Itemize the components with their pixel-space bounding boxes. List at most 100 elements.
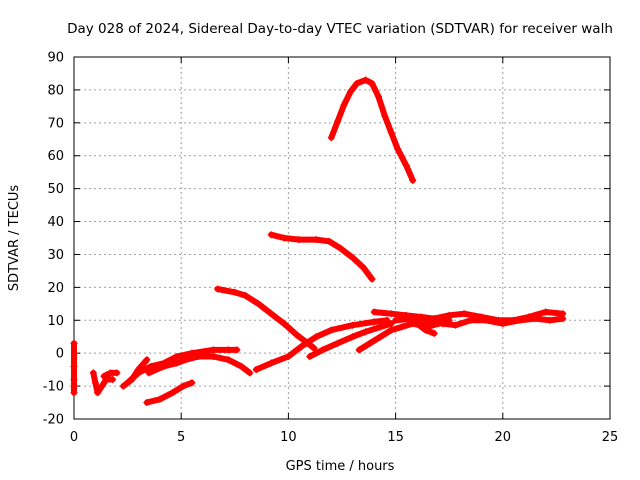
- data-point: [188, 379, 196, 387]
- data-point: [349, 254, 357, 262]
- data-point: [145, 369, 153, 377]
- data-point: [113, 369, 121, 377]
- data-point: [377, 333, 385, 341]
- y-tick-label: 30: [47, 248, 64, 263]
- data-point: [377, 323, 385, 331]
- data-point: [209, 352, 217, 360]
- data-point: [252, 366, 260, 374]
- data-point: [143, 399, 151, 407]
- data-point: [160, 362, 168, 370]
- data-point: [106, 369, 114, 377]
- data-point: [297, 343, 305, 351]
- data-point: [267, 310, 275, 318]
- data-point: [70, 382, 78, 390]
- y-tick-label: 40: [47, 215, 64, 230]
- data-point: [224, 356, 232, 364]
- data-point: [246, 369, 254, 377]
- data-point: [224, 346, 232, 354]
- chart-title: Day 028 of 2024, Sidereal Day-to-day VTE…: [67, 21, 613, 37]
- y-tick-label: 50: [47, 182, 64, 197]
- data-point: [280, 320, 288, 328]
- y-axis-label: SDTVAR / TECUs: [7, 185, 22, 292]
- data-point: [370, 318, 378, 326]
- data-point: [362, 328, 370, 336]
- data-point: [516, 316, 524, 324]
- data-point: [109, 376, 117, 384]
- y-tick-label: 60: [47, 149, 64, 164]
- series-arc-g: [143, 379, 196, 407]
- y-tick-label: -20: [43, 413, 64, 428]
- data-point: [267, 231, 275, 239]
- data-point: [173, 359, 181, 367]
- x-tick-label: 10: [280, 430, 297, 445]
- data-point: [409, 315, 417, 323]
- x-tick-label: 20: [495, 430, 512, 445]
- data-point: [387, 310, 395, 318]
- x-tick-label: 0: [70, 430, 78, 445]
- series-arc-e: [124, 346, 241, 387]
- x-tick-label: 15: [387, 430, 404, 445]
- data-point: [368, 275, 376, 283]
- data-point: [231, 288, 239, 296]
- data-point: [134, 369, 142, 377]
- data-point: [312, 333, 320, 341]
- data-point: [70, 376, 78, 384]
- data-point: [319, 346, 327, 354]
- data-point: [359, 264, 367, 272]
- data-point: [387, 326, 395, 334]
- data-point: [124, 379, 132, 387]
- data-point: [70, 362, 78, 370]
- data-point: [355, 346, 363, 354]
- data-point: [280, 234, 288, 242]
- series-arc-k: [306, 320, 395, 360]
- data-point: [452, 321, 460, 329]
- plot-border: [73, 56, 611, 420]
- data-point: [267, 359, 275, 367]
- data-point: [94, 389, 102, 397]
- y-tick-label: 10: [47, 314, 64, 329]
- data-point: [439, 320, 447, 328]
- data-point: [209, 346, 217, 354]
- data-point: [387, 320, 395, 328]
- axis-ticks: 0 5 10 15 20 25 -20 -10 0 10 20 30 40 50 60 70 80 90: [43, 51, 619, 446]
- data-point: [370, 308, 378, 316]
- data-point: [327, 134, 335, 142]
- data-point: [413, 320, 421, 328]
- series-arc-f: [145, 352, 254, 377]
- data-point: [242, 292, 250, 300]
- data-point: [430, 329, 438, 337]
- data-point: [295, 236, 303, 244]
- data-point: [381, 112, 389, 120]
- series-arc-a: [70, 339, 78, 397]
- data-point: [233, 346, 241, 354]
- data-point: [237, 362, 245, 370]
- data-point: [559, 315, 567, 323]
- data-point: [374, 92, 382, 100]
- data-point: [334, 117, 342, 125]
- data-point: [542, 308, 550, 316]
- series-arc-c: [100, 369, 121, 380]
- y-tick-label: -10: [43, 380, 64, 395]
- data-point: [89, 369, 97, 377]
- data-point: [293, 331, 301, 339]
- data-point: [169, 389, 177, 397]
- series-arc-i: [252, 316, 391, 374]
- data-point: [334, 339, 342, 347]
- series-arc-j: [267, 231, 376, 283]
- data-point: [254, 300, 262, 308]
- data-point: [91, 379, 99, 387]
- data-point: [445, 311, 453, 319]
- data-point: [368, 79, 376, 87]
- data-point: [214, 285, 222, 293]
- data-point: [70, 389, 78, 397]
- data-layer: [70, 76, 567, 407]
- data-point: [336, 244, 344, 252]
- data-point: [398, 323, 406, 331]
- data-point: [499, 320, 507, 328]
- data-point: [460, 310, 468, 318]
- data-point: [402, 162, 410, 170]
- data-point: [306, 352, 314, 360]
- data-point: [387, 129, 395, 137]
- series-arc-o: [392, 315, 567, 329]
- data-point: [467, 316, 475, 324]
